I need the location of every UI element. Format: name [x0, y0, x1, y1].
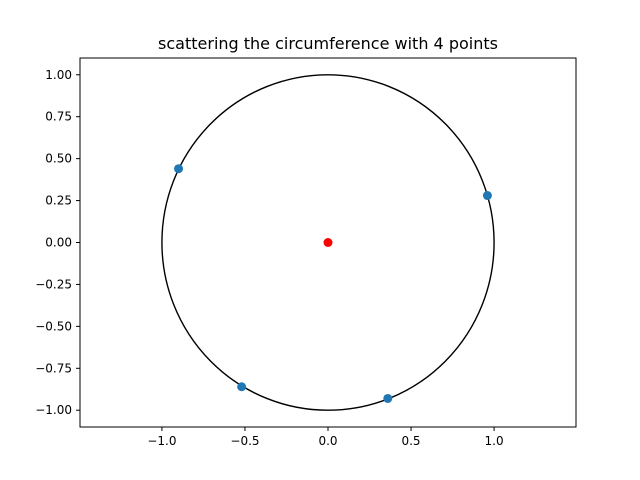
x-tick-label: 0.0 — [318, 434, 337, 448]
y-tick-label: 0.25 — [45, 194, 72, 208]
y-tick-label: 0.75 — [45, 110, 72, 124]
plot-area — [161, 74, 495, 411]
scatter-point-4 — [383, 393, 393, 403]
x-tick-label: −1.0 — [147, 434, 176, 448]
plot-content — [161, 74, 495, 411]
unit-circle — [161, 74, 495, 411]
y-tick-label: 0.50 — [45, 152, 72, 166]
scatter-point-2 — [482, 191, 492, 201]
axes: −1.0 −0.5 0.0 0.5 1.0 −1.00 −0.75 −0.50 −0.25 0.0… — [35, 57, 577, 448]
y-tick-label: −0.75 — [35, 361, 72, 375]
y-tick-label: 1.00 — [45, 68, 72, 82]
y-tick-label: −0.25 — [35, 277, 72, 291]
x-tick-label: 1.0 — [485, 434, 504, 448]
y-tick-label: −1.00 — [35, 403, 72, 417]
y-tick-label: −0.50 — [35, 319, 72, 333]
scatter-point-3 — [237, 382, 247, 392]
center-point — [323, 238, 333, 247]
x-tick-label: −0.5 — [230, 434, 259, 448]
x-tick-label: 0.5 — [401, 434, 420, 448]
y-tick-label: 0.00 — [45, 236, 72, 250]
scatter-point-1 — [174, 164, 184, 174]
chart-title: scattering the circumference with 4 poin… — [158, 34, 498, 53]
